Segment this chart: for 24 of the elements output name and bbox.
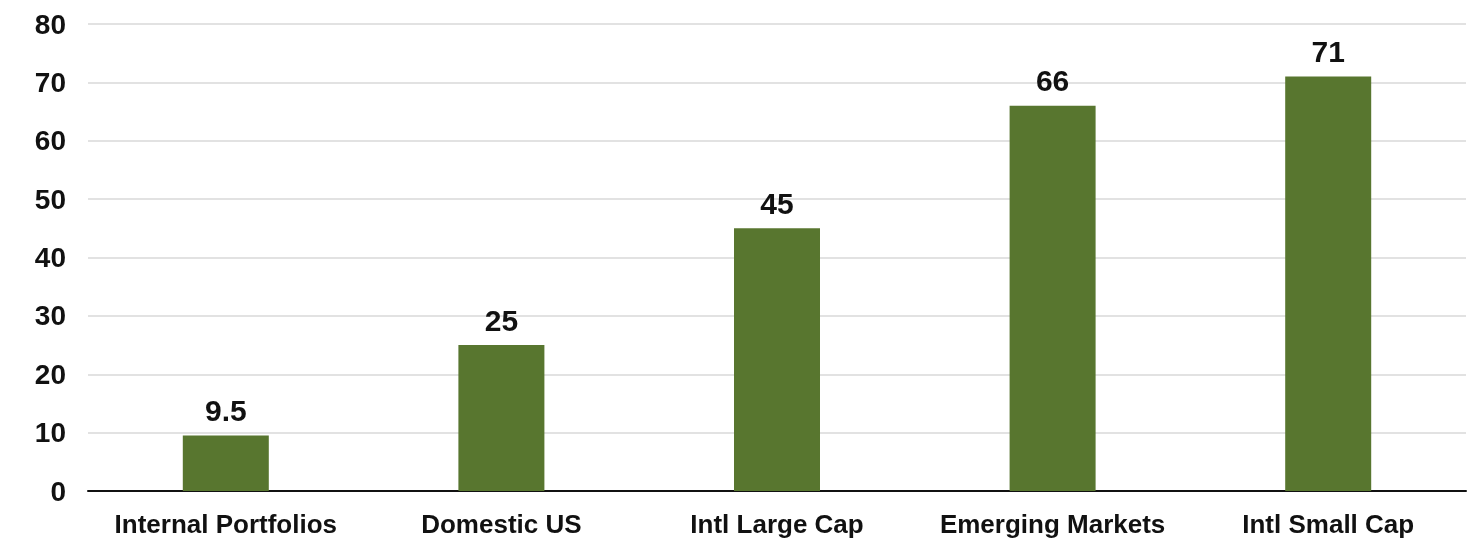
y-tick-label: 60 xyxy=(34,125,66,157)
y-tick-label: 80 xyxy=(34,8,66,40)
data-label: 25 xyxy=(484,303,519,337)
x-tick-label: Domestic US xyxy=(421,509,582,539)
bar xyxy=(458,345,545,491)
y-tick-label: 40 xyxy=(34,242,66,273)
bar xyxy=(1009,105,1096,491)
data-label: 71 xyxy=(1311,35,1345,69)
x-tick-label: Intl Large Cap xyxy=(690,509,864,539)
data-label: 45 xyxy=(760,186,794,220)
data-label: 9.5 xyxy=(204,394,247,428)
bar xyxy=(1285,76,1372,491)
y-tick-label: 50 xyxy=(34,183,66,215)
bar xyxy=(734,228,820,491)
y-tick-label: 20 xyxy=(34,358,66,390)
y-tick-label: 70 xyxy=(34,66,66,98)
y-tick-label: 30 xyxy=(34,300,66,332)
data-label: 66 xyxy=(1035,64,1070,98)
bar xyxy=(182,435,269,491)
x-tick-label: Intl Small Cap xyxy=(1242,509,1415,539)
x-tick-label: Internal Portfolios xyxy=(114,509,338,539)
y-tick-label: 10 xyxy=(34,417,66,449)
y-tick-label: 0 xyxy=(50,475,66,507)
x-tick-label: Emerging Markets xyxy=(939,509,1166,539)
